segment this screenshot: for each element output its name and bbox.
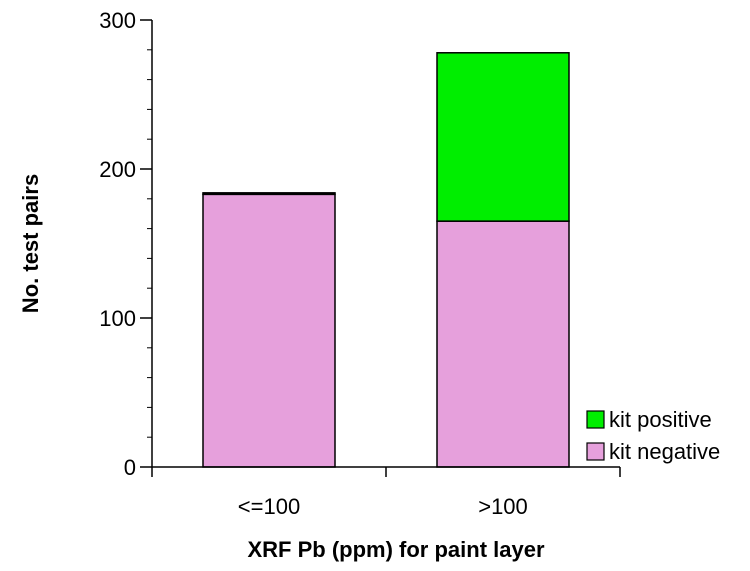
legend-swatch-kit-negative [586,442,605,461]
ticks-layer: 0 100 200 300 <=100 >100 [99,8,621,519]
y-axis-title: No. test pairs [18,174,43,313]
y-tick-label: 300 [99,8,136,33]
legend-label-kit-positive: kit positive [609,407,712,432]
legend: kit positive kit negative [586,407,720,464]
legend-swatch-kit-positive [586,410,605,429]
bar-kit-positive [202,192,336,196]
legend-label-kit-negative: kit negative [609,439,720,464]
bar-kit-negative [202,193,336,468]
bars-layer [202,52,570,468]
bar-kit-positive [436,52,570,222]
y-tick-label: 200 [99,157,136,182]
x-tick-label: >100 [478,494,528,519]
x-axis-title: XRF Pb (ppm) for paint layer [247,537,544,562]
y-tick-label: 100 [99,306,136,331]
x-tick-label: <=100 [238,494,300,519]
y-tick-label: 0 [124,455,136,480]
bar-kit-negative [436,220,570,468]
